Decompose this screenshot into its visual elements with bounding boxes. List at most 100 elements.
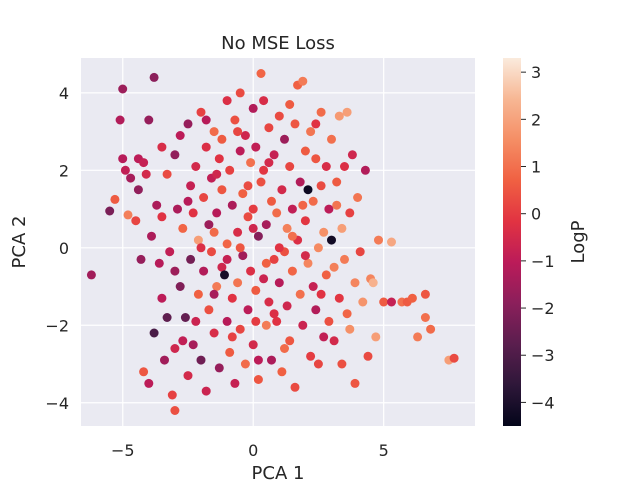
x-tick-label: −5 bbox=[111, 441, 135, 460]
data-point bbox=[199, 266, 209, 276]
data-point bbox=[368, 278, 378, 288]
data-point bbox=[186, 181, 196, 191]
data-point bbox=[230, 115, 240, 125]
data-point bbox=[259, 165, 269, 175]
data-point bbox=[264, 297, 274, 307]
data-point bbox=[251, 316, 261, 326]
colorbar-ticks: −4 −3 −2 −1 0 1 2 3 bbox=[521, 63, 555, 412]
data-point bbox=[170, 150, 180, 160]
data-point bbox=[334, 293, 344, 303]
data-point bbox=[295, 289, 305, 299]
data-point bbox=[133, 185, 143, 195]
data-point bbox=[316, 181, 326, 191]
data-point bbox=[261, 258, 271, 268]
data-point bbox=[251, 285, 261, 295]
data-point bbox=[308, 196, 318, 206]
data-point bbox=[287, 204, 297, 214]
data-point bbox=[220, 270, 229, 280]
data-point bbox=[256, 69, 266, 78]
data-point bbox=[212, 208, 222, 218]
data-point bbox=[363, 351, 373, 361]
data-point bbox=[235, 324, 245, 334]
data-point bbox=[193, 235, 203, 245]
data-point bbox=[235, 88, 245, 98]
data-point bbox=[235, 146, 245, 156]
data-point bbox=[342, 107, 352, 117]
data-point bbox=[110, 194, 120, 204]
data-point bbox=[170, 344, 180, 353]
data-point bbox=[160, 355, 169, 365]
data-point bbox=[240, 359, 250, 369]
data-point bbox=[274, 243, 284, 253]
data-point bbox=[191, 316, 201, 326]
x-tick-label: 5 bbox=[379, 441, 389, 460]
data-point bbox=[175, 282, 185, 291]
x-axis-ticks: −5 0 5 bbox=[111, 441, 389, 460]
data-point bbox=[209, 289, 219, 299]
data-point bbox=[243, 305, 253, 315]
data-point bbox=[340, 254, 349, 264]
data-point bbox=[246, 266, 256, 276]
data-point bbox=[120, 165, 130, 175]
data-point bbox=[272, 208, 282, 218]
data-point bbox=[306, 127, 316, 137]
data-point bbox=[387, 237, 396, 247]
data-point bbox=[212, 169, 222, 179]
data-point bbox=[303, 258, 313, 268]
data-point bbox=[209, 127, 219, 137]
data-point bbox=[243, 212, 253, 222]
data-point bbox=[267, 355, 276, 365]
data-point bbox=[329, 336, 339, 346]
data-point bbox=[306, 351, 316, 361]
data-point bbox=[285, 100, 295, 109]
data-point bbox=[139, 158, 149, 168]
data-point bbox=[313, 243, 323, 253]
data-point bbox=[324, 316, 334, 326]
data-point bbox=[214, 363, 224, 373]
scatter-points bbox=[86, 69, 459, 415]
data-point bbox=[316, 107, 326, 117]
data-point bbox=[413, 332, 423, 342]
data-point bbox=[115, 115, 125, 125]
data-point bbox=[280, 344, 289, 353]
data-point bbox=[324, 204, 334, 214]
data-point bbox=[407, 293, 417, 303]
data-point bbox=[321, 162, 331, 171]
data-point bbox=[178, 336, 188, 346]
data-point bbox=[196, 107, 206, 117]
data-point bbox=[277, 367, 287, 377]
data-point bbox=[274, 278, 284, 288]
data-point bbox=[209, 328, 219, 338]
data-point bbox=[287, 266, 297, 276]
data-point bbox=[327, 235, 336, 245]
colorbar bbox=[503, 58, 521, 426]
y-tick-label: −2 bbox=[45, 316, 69, 335]
data-point bbox=[204, 305, 214, 315]
data-point bbox=[321, 270, 331, 280]
data-point bbox=[170, 266, 180, 276]
data-point bbox=[329, 262, 339, 272]
data-point bbox=[233, 227, 243, 237]
colorbar-tick-label: −3 bbox=[531, 346, 555, 365]
data-point bbox=[207, 247, 216, 257]
data-point bbox=[180, 313, 190, 322]
data-point bbox=[426, 324, 436, 334]
data-point bbox=[201, 142, 211, 152]
data-point bbox=[131, 216, 141, 226]
data-point bbox=[178, 223, 188, 233]
data-point bbox=[267, 196, 276, 206]
data-point bbox=[175, 131, 185, 140]
data-point bbox=[253, 355, 263, 365]
data-point bbox=[196, 243, 206, 253]
data-point bbox=[214, 154, 224, 164]
data-point bbox=[313, 359, 323, 369]
data-point bbox=[350, 378, 360, 388]
data-point bbox=[193, 289, 203, 299]
data-point bbox=[149, 328, 159, 338]
data-point bbox=[225, 165, 235, 175]
data-point bbox=[358, 297, 368, 307]
data-point bbox=[355, 247, 365, 257]
data-point bbox=[319, 332, 329, 342]
data-point bbox=[105, 206, 115, 216]
y-tick-label: 4 bbox=[59, 84, 69, 103]
